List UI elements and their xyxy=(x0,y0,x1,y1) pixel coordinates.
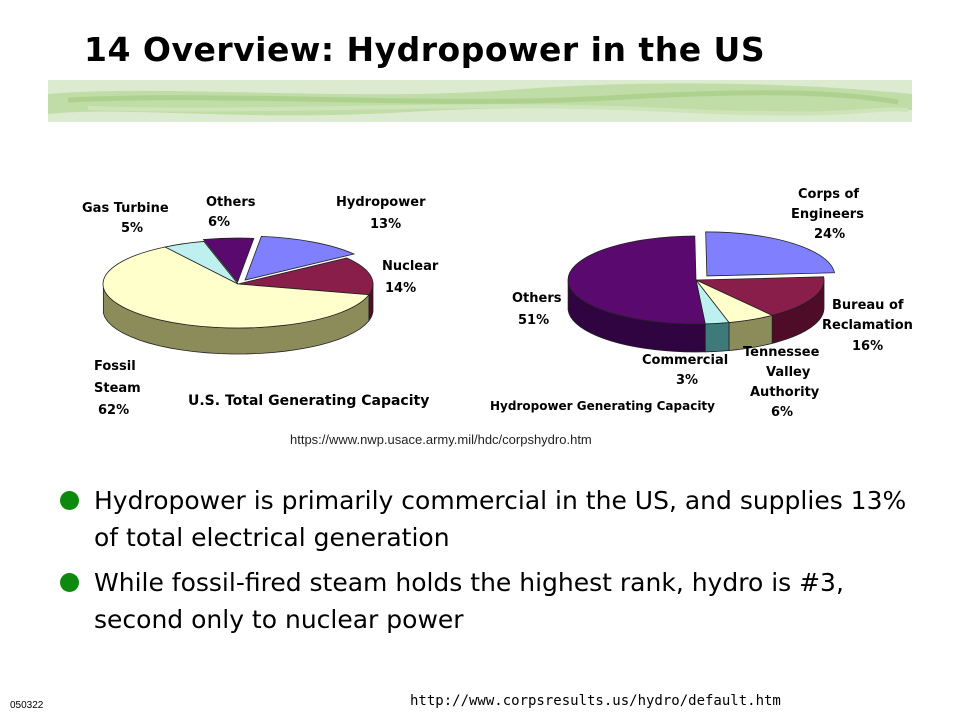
chart2-label-others-value: 51% xyxy=(518,313,549,328)
chart2-label-tva-value: 6% xyxy=(771,405,793,420)
chart2-label-corps-value: 24% xyxy=(814,227,845,242)
chart1-label-nuclear-value: 14% xyxy=(385,281,416,296)
chart1-label-others-value: 6% xyxy=(208,215,230,230)
chart2-label-commercial-value: 3% xyxy=(676,373,698,388)
pie-slice-gas-turbine xyxy=(163,241,239,285)
chart2-label-commercial-name: Commercial xyxy=(642,353,728,368)
chart1-label-fossil-name-line1: Fossil xyxy=(94,359,136,374)
title-decoration-stripe xyxy=(48,80,912,122)
bullet-text: Hydropower is primarily commercial in th… xyxy=(94,486,907,552)
pie-slice-others xyxy=(567,235,706,325)
chart1-label-gas-turbine-name: Gas Turbine xyxy=(82,201,169,216)
chart-source-url[interactable]: https://www.nwp.usace.army.mil/hdc/corps… xyxy=(290,432,592,447)
bullet-item: Hydropower is primarily commercial in th… xyxy=(58,482,918,556)
chart-total-capacity xyxy=(102,235,374,355)
chart1-label-hydropower-name: Hydropower xyxy=(336,195,426,210)
bullet-list: Hydropower is primarily commercial in th… xyxy=(58,482,918,646)
chart2-label-corps-name-line1: Corps of xyxy=(798,187,859,202)
chart1-label-fossil-value: 62% xyxy=(98,403,129,418)
chart2-label-tva-name-line1: Tennessee xyxy=(743,345,820,360)
chart2-label-corps-name-line2: Engineers xyxy=(791,207,864,222)
slide-title: 14 Overview: Hydropower in the US xyxy=(84,30,766,69)
chart1-label-gas-turbine-value: 5% xyxy=(121,221,143,236)
bullet-dot-icon xyxy=(60,491,79,510)
chart1-label-fossil-name-line2: Steam xyxy=(94,381,141,396)
pie-slice-bureau-of-reclamation xyxy=(695,276,825,316)
chart1-label-nuclear-name: Nuclear xyxy=(382,259,439,274)
bullet-dot-icon xyxy=(60,573,79,592)
chart2-label-others-name: Others xyxy=(512,291,562,306)
bullet-text: While fossil-fired steam holds the highe… xyxy=(94,568,844,634)
chart2-label-bureau-value: 16% xyxy=(852,339,883,354)
chart2-label-bureau-name-line1: Bureau of xyxy=(832,298,904,313)
pie-slice-others xyxy=(202,237,255,283)
pie-charts: Gas Turbine 5% Others 6% Hydropower 13% … xyxy=(82,187,913,420)
pie-slice-corps-of-engineers xyxy=(705,231,836,277)
chart1-label-others-name: Others xyxy=(206,195,256,210)
chart2-label-bureau-name-line2: Reclamation xyxy=(822,318,913,333)
chart1-label-hydropower-value: 13% xyxy=(370,217,401,232)
chart1-title: U.S. Total Generating Capacity xyxy=(188,393,429,409)
chart2-title: Hydropower Generating Capacity xyxy=(490,399,715,413)
pie-side-commercial xyxy=(704,322,730,353)
chart2-label-tva-name-line2: Valley xyxy=(766,365,811,380)
chart2-label-tva-name-line3: Authority xyxy=(750,385,820,400)
pie-slice-fossil-steam xyxy=(102,246,370,329)
chart-hydro-capacity xyxy=(567,231,836,353)
pie-slice-nuclear xyxy=(237,257,374,296)
footer-source-url[interactable]: http://www.corpsresults.us/hydro/default… xyxy=(410,693,781,709)
slide-footer-id: 050322 xyxy=(10,700,44,711)
bullet-item: While fossil-fired steam holds the highe… xyxy=(58,564,918,638)
pie-slice-hydropower xyxy=(244,235,356,281)
